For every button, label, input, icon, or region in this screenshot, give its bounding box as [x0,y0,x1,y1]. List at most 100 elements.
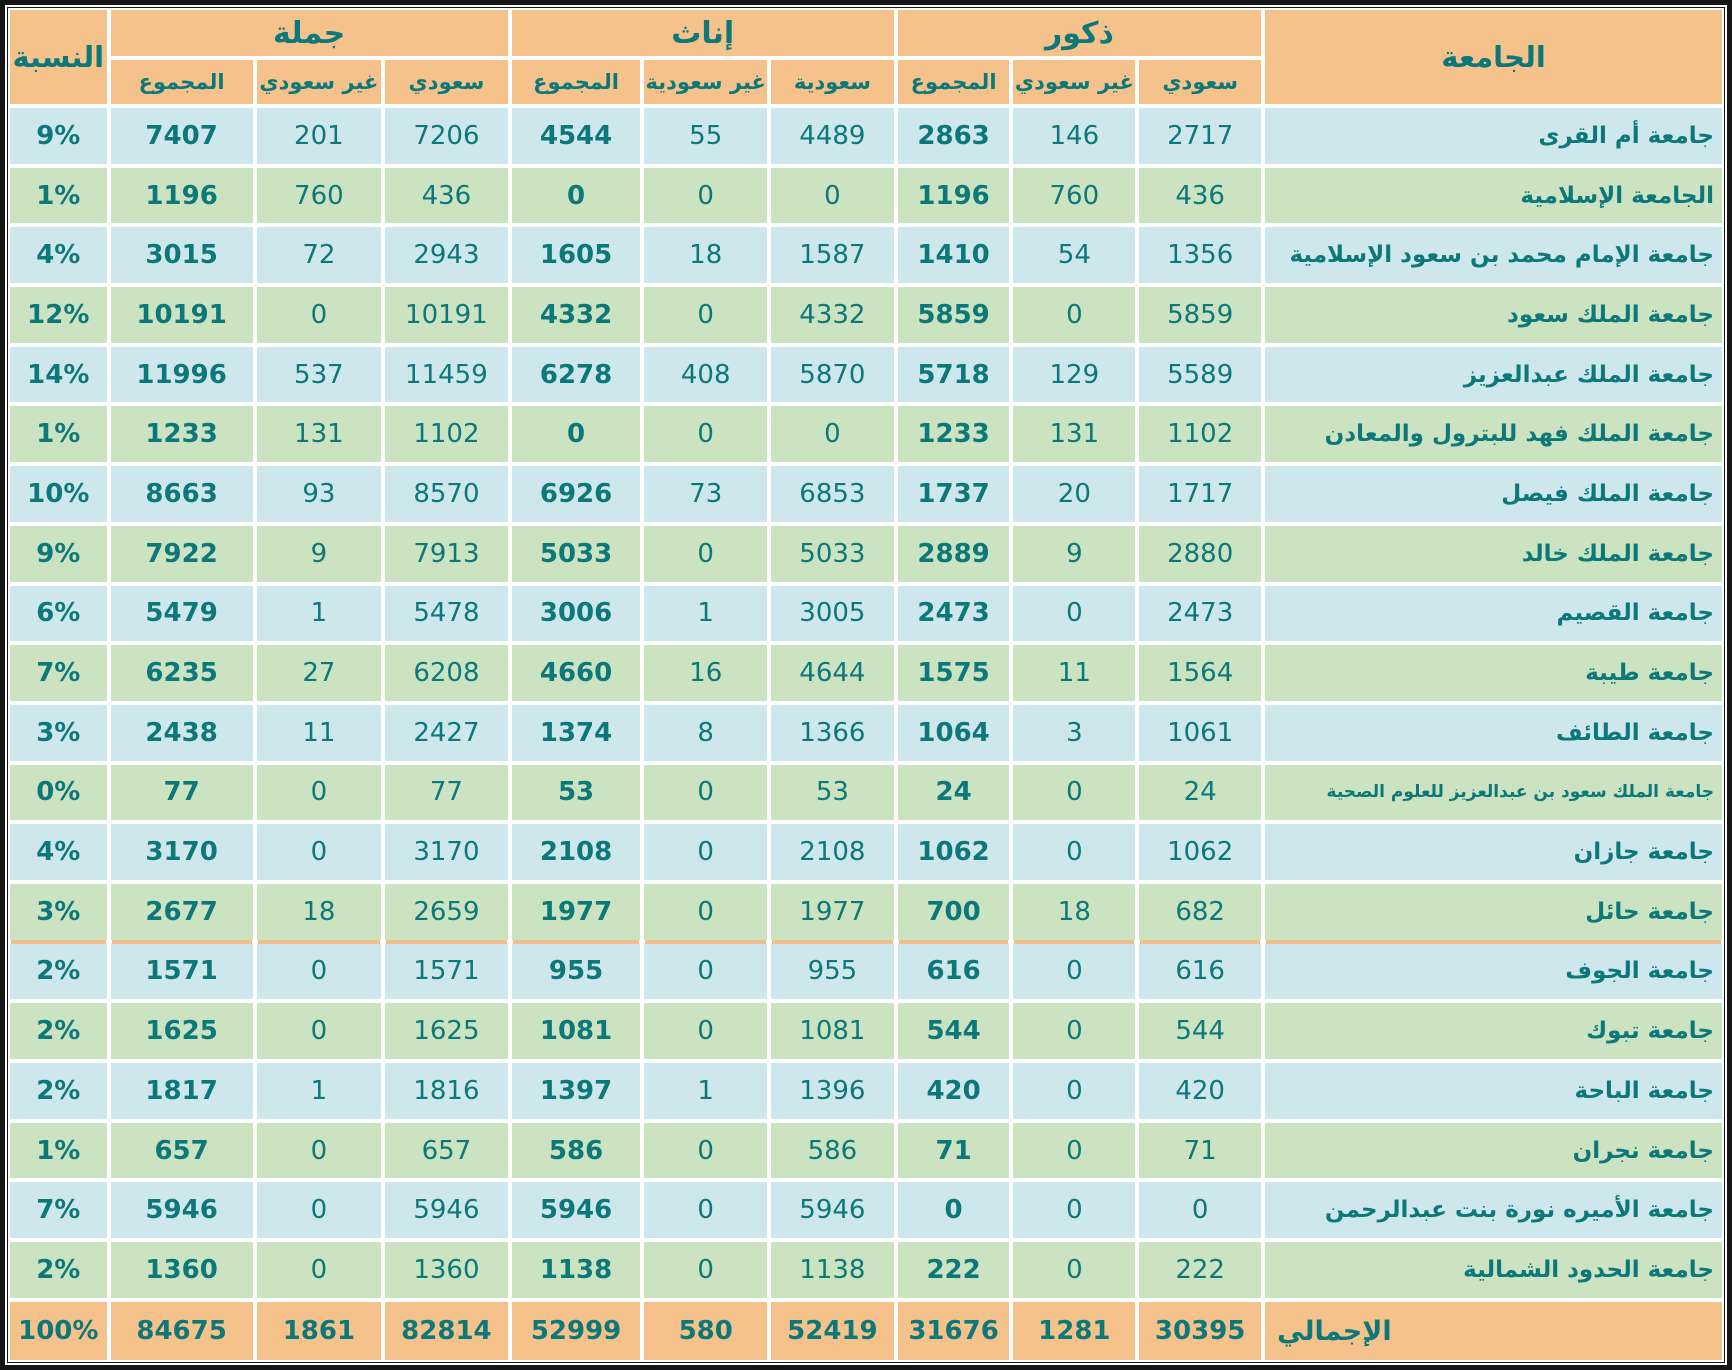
cell-male-saudi: 1717 [1139,466,1262,522]
cell-percentage: 9% [10,108,107,164]
cell-total-non-saudi: 1 [256,585,382,642]
cell-total-saudi: 6208 [385,645,508,701]
cell-total-saudi: 11459 [385,346,508,403]
cell-total-saudi: 82814 [385,1302,508,1360]
cell-female-saudi: 955 [771,943,894,1000]
cell-female-non-saudi: 0 [644,764,768,821]
cell-total-saudi: 2943 [385,227,508,284]
cell-percentage: 6% [10,585,107,642]
cell-female-non-saudi: 73 [644,466,768,522]
cell-percentage: 4% [10,824,107,880]
cell-total-non-saudi: 0 [256,1182,382,1239]
cell-percentage: 2% [10,1242,107,1298]
cell-female-total: 0 [511,406,641,463]
cell-male-total: 2473 [897,585,1010,642]
cell-male-total: 71 [897,1122,1010,1179]
cell-female-non-saudi: 55 [644,108,768,164]
cell-male-non-saudi: 20 [1013,466,1136,522]
cell-university: جامعة حائل [1265,883,1722,940]
cell-male-total: 1410 [897,227,1010,284]
cell-male-total: 222 [897,1242,1010,1298]
cell-total-saudi: 5946 [385,1182,508,1239]
cell-male-total: 0 [897,1182,1010,1239]
cell-male-total: 1575 [897,645,1010,701]
cell-male-non-saudi: 0 [1013,764,1136,821]
cell-total-saudi: 10191 [385,287,508,343]
cell-female-saudi: 0 [771,406,894,463]
cell-male-non-saudi: 18 [1013,883,1136,940]
cell-total-non-saudi: 537 [256,346,382,403]
cell-university: جامعة الملك سعود [1265,287,1722,343]
cell-total-non-saudi: 72 [256,227,382,284]
cell-male-non-saudi: 54 [1013,227,1136,284]
cell-total-non-saudi: 93 [256,466,382,522]
table-row: جامعة الملك سعود 5859 0 5859 4332 0 4332 10191 0… [10,287,1722,343]
cell-grand-total: 11996 [110,346,253,403]
cell-grand-total: 3015 [110,227,253,284]
table-row: جامعة الملك عبدالعزيز 5589 129 5718 5870 408 6… [10,346,1722,403]
cell-male-saudi: 2473 [1139,585,1262,642]
females-saudi-header: سعودية [771,60,894,104]
cell-grand-total: 1625 [110,1003,253,1059]
cell-percentage: 4% [10,227,107,284]
cell-male-saudi: 436 [1139,167,1262,224]
cell-total-non-saudi: 0 [256,1242,382,1298]
cell-university: جامعة الجوف [1265,943,1722,1000]
cell-female-total: 4332 [511,287,641,343]
cell-male-non-saudi: 0 [1013,1122,1136,1179]
cell-grand-total: 1817 [110,1063,253,1119]
males-saudi-header: سعودي [1139,60,1262,104]
table-row: جامعة الطائف 1061 3 1064 1366 8 1374 2427 11 2438… [10,704,1722,761]
cell-male-total: 420 [897,1063,1010,1119]
cell-university: جامعة القصيم [1265,585,1722,642]
percentage-column-header: النسبة [10,10,107,104]
cell-female-total: 1374 [511,704,641,761]
table-row: جامعة الملك فهد للبترول والمعادن 1102 131 1… [10,406,1722,463]
cell-female-non-saudi: 0 [644,1003,768,1059]
cell-university: جامعة طيبة [1265,645,1722,701]
cell-female-non-saudi: 580 [644,1302,768,1360]
cell-male-saudi: 544 [1139,1003,1262,1059]
cell-total-non-saudi: 0 [256,287,382,343]
cell-percentage: 14% [10,346,107,403]
cell-total-non-saudi: 131 [256,406,382,463]
cell-female-non-saudi: 0 [644,167,768,224]
cell-university: جامعة الملك خالد [1265,525,1722,582]
cell-university: جامعة الملك سعود بن عبدالعزيز للعلوم الص… [1265,764,1722,821]
cell-female-total: 955 [511,943,641,1000]
cell-female-total: 1977 [511,883,641,940]
cell-total-saudi: 1571 [385,943,508,1000]
cell-male-saudi: 1061 [1139,704,1262,761]
cell-total-non-saudi: 0 [256,1122,382,1179]
cell-female-total: 1397 [511,1063,641,1119]
cell-female-total: 1081 [511,1003,641,1059]
cell-total-non-saudi: 0 [256,764,382,821]
cell-university: الإجمالي [1265,1302,1722,1360]
cell-female-non-saudi: 0 [644,883,768,940]
table-row: جامعة الحدود الشمالية 222 0 222 1138 0 1138 136… [10,1242,1722,1298]
cell-grand-total: 1571 [110,943,253,1000]
cell-percentage: 10% [10,466,107,522]
cell-grand-total: 1360 [110,1242,253,1298]
cell-male-non-saudi: 11 [1013,645,1136,701]
cell-male-saudi: 1102 [1139,406,1262,463]
cell-female-non-saudi: 0 [644,943,768,1000]
cell-grand-total: 1196 [110,167,253,224]
cell-male-saudi: 682 [1139,883,1262,940]
cell-university: جامعة الأميره نورة بنت عبدالرحمن [1265,1182,1722,1239]
cell-university: جامعة الحدود الشمالية [1265,1242,1722,1298]
totals-row: الإجمالي 30395 1281 31676 52419 580 52999 82814… [10,1302,1722,1360]
cell-male-non-saudi: 129 [1013,346,1136,403]
cell-male-non-saudi: 146 [1013,108,1136,164]
table-row: جامعة الجوف 616 0 616 955 0 955 1571 0 1571 2% [10,943,1722,1000]
cell-female-saudi: 1977 [771,883,894,940]
cell-total-saudi: 3170 [385,824,508,880]
cell-male-total: 31676 [897,1302,1010,1360]
cell-grand-total: 2438 [110,704,253,761]
cell-male-total: 2863 [897,108,1010,164]
cell-female-non-saudi: 1 [644,1063,768,1119]
cell-percentage: 7% [10,1182,107,1239]
cell-female-non-saudi: 1 [644,585,768,642]
females-total-header: المجموع [511,60,641,104]
cell-total-saudi: 1360 [385,1242,508,1298]
